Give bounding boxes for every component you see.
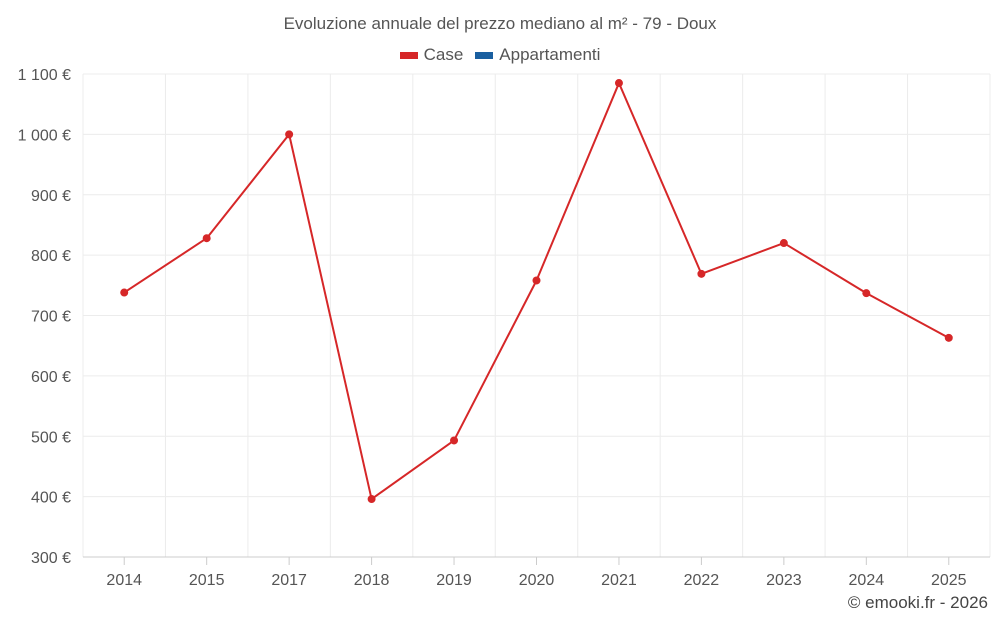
x-tick-label: 2019 — [436, 572, 472, 589]
legend-swatch-appartamenti — [475, 51, 494, 59]
y-tick-label: 400 € — [31, 490, 71, 507]
legend-label-appartamenti: Appartamenti — [499, 45, 601, 64]
x-tick-label: 2024 — [849, 572, 885, 589]
x-tick-label: 2017 — [271, 572, 307, 589]
data-point — [862, 289, 871, 298]
data-point — [367, 495, 376, 504]
data-point — [450, 436, 459, 445]
y-tick-label: 800 € — [31, 248, 71, 265]
y-tick-label: 500 € — [31, 429, 71, 446]
x-tick-label: 2021 — [601, 572, 637, 589]
x-tick-label: 2015 — [189, 572, 225, 589]
legend-item-appartamenti[interactable]: Appartamenti — [475, 45, 600, 65]
data-point — [944, 333, 953, 342]
chart-title: Evoluzione annuale del prezzo mediano al… — [283, 14, 717, 33]
x-tick-label: 2014 — [106, 572, 142, 589]
y-tick-label: 900 € — [31, 188, 71, 205]
legend-swatch-case — [399, 51, 418, 59]
legend-label-case: Case — [423, 45, 464, 64]
data-point — [697, 269, 706, 278]
data-point — [532, 276, 541, 285]
credit-text: © emooki.fr - 2026 — [847, 593, 988, 612]
y-tick-label: 1 000 € — [18, 127, 71, 144]
data-point — [779, 239, 788, 248]
data-point — [285, 130, 294, 139]
y-tick-label: 300 € — [31, 550, 71, 567]
y-tick-label: 700 € — [31, 309, 71, 326]
x-tick-label: 2018 — [354, 572, 390, 589]
x-tick-label: 2020 — [519, 572, 555, 589]
data-point — [202, 234, 211, 243]
y-tick-label: 600 € — [31, 369, 71, 386]
x-tick-label: 2022 — [684, 572, 720, 589]
data-point — [120, 288, 129, 297]
y-tick-label: 1 100 € — [18, 67, 71, 84]
legend-item-case[interactable]: Case — [399, 45, 464, 65]
legend: Case Appartamenti — [0, 45, 1000, 65]
data-point — [614, 79, 623, 88]
x-tick-label: 2025 — [931, 572, 967, 589]
x-tick-label: 2023 — [766, 572, 802, 589]
